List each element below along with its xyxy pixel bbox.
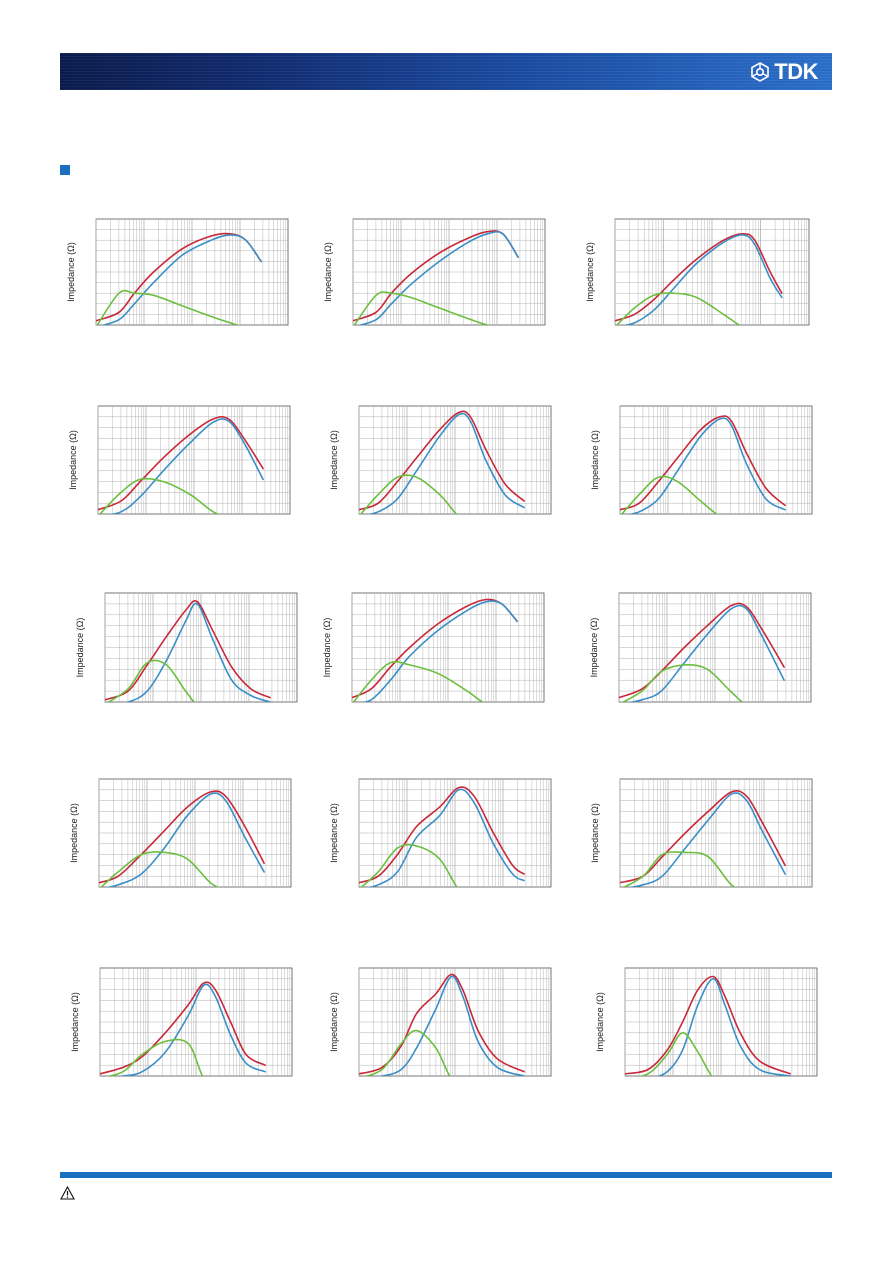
series-x-line [376, 975, 525, 1076]
brand-name: TDK [774, 59, 818, 84]
series-r-line [106, 1038, 204, 1076]
y-axis-label: Impedance (Ω) [585, 242, 595, 302]
header-bar: TDK [60, 53, 832, 90]
series-r-line [352, 660, 484, 702]
series-x-line [100, 234, 262, 325]
series-r-line [622, 851, 737, 887]
y-axis-label: Impedance (Ω) [323, 242, 333, 302]
header-stripes [60, 53, 832, 90]
series-x-line [367, 788, 525, 887]
section-bullet [60, 165, 70, 175]
series-z-line [620, 415, 786, 511]
series-z-line [105, 600, 271, 701]
series-x-line [106, 792, 265, 887]
y-axis-label: Impedance (Ω) [329, 430, 339, 490]
y-axis-label: Impedance (Ω) [329, 803, 339, 863]
series-r-line [638, 1032, 713, 1076]
series-x-line [116, 983, 266, 1076]
series-z-line [615, 233, 783, 322]
grid-lines [358, 779, 551, 887]
y-axis-label: Impedance (Ω) [590, 803, 600, 863]
y-axis-label: Impedance (Ω) [329, 992, 339, 1052]
warning-triangle-icon [60, 1186, 75, 1200]
series-x-line [367, 412, 525, 514]
y-axis-label: Impedance (Ω) [69, 803, 79, 863]
series-r-line [100, 851, 220, 887]
series-r-line [360, 843, 458, 887]
grid-lines [358, 968, 551, 1076]
series-r-line [96, 289, 240, 325]
footer-bar [60, 1172, 832, 1178]
series-z-line [98, 415, 264, 511]
grid-lines [99, 968, 292, 1076]
series-z-line [625, 975, 791, 1075]
series-x-line [109, 418, 264, 514]
series-z-line [359, 786, 525, 884]
series-r-line [107, 659, 196, 702]
y-axis-label: Impedance (Ω) [595, 992, 605, 1052]
grid-lines [351, 593, 544, 702]
series-x-line [357, 230, 519, 325]
grid-lines [352, 219, 545, 325]
y-axis-label: Impedance (Ω) [66, 242, 76, 302]
series-x-line [623, 234, 783, 325]
y-axis-label: Impedance (Ω) [75, 618, 85, 678]
tdk-logo: TDK [750, 59, 818, 84]
series-r-line [615, 292, 741, 325]
y-axis-label: Impedance (Ω) [590, 430, 600, 490]
grid-lines [358, 406, 551, 514]
series-z-line [359, 410, 525, 511]
series-r-line [359, 474, 458, 514]
series-x-line [627, 604, 785, 702]
grid-lines [614, 219, 809, 325]
series-r-line [353, 291, 492, 325]
series-r-line [620, 475, 718, 514]
series-z-line [99, 790, 265, 884]
y-axis-label: Impedance (Ω) [589, 618, 599, 678]
series-x-line [124, 602, 271, 702]
series-z-line [620, 790, 786, 884]
series-x-line [362, 600, 518, 702]
y-axis-label: Impedance (Ω) [68, 430, 78, 490]
y-axis-label: Impedance (Ω) [322, 618, 332, 678]
series-x-line [655, 978, 791, 1076]
series-x-line [628, 792, 786, 887]
series-r-line [98, 477, 221, 514]
series-x-line [628, 417, 786, 514]
tdk-emblem-icon [751, 62, 770, 82]
series-r-line [364, 1029, 451, 1076]
grid-lines [624, 968, 817, 1076]
series-r-line [621, 664, 744, 702]
y-axis-label: Impedance (Ω) [70, 992, 80, 1052]
